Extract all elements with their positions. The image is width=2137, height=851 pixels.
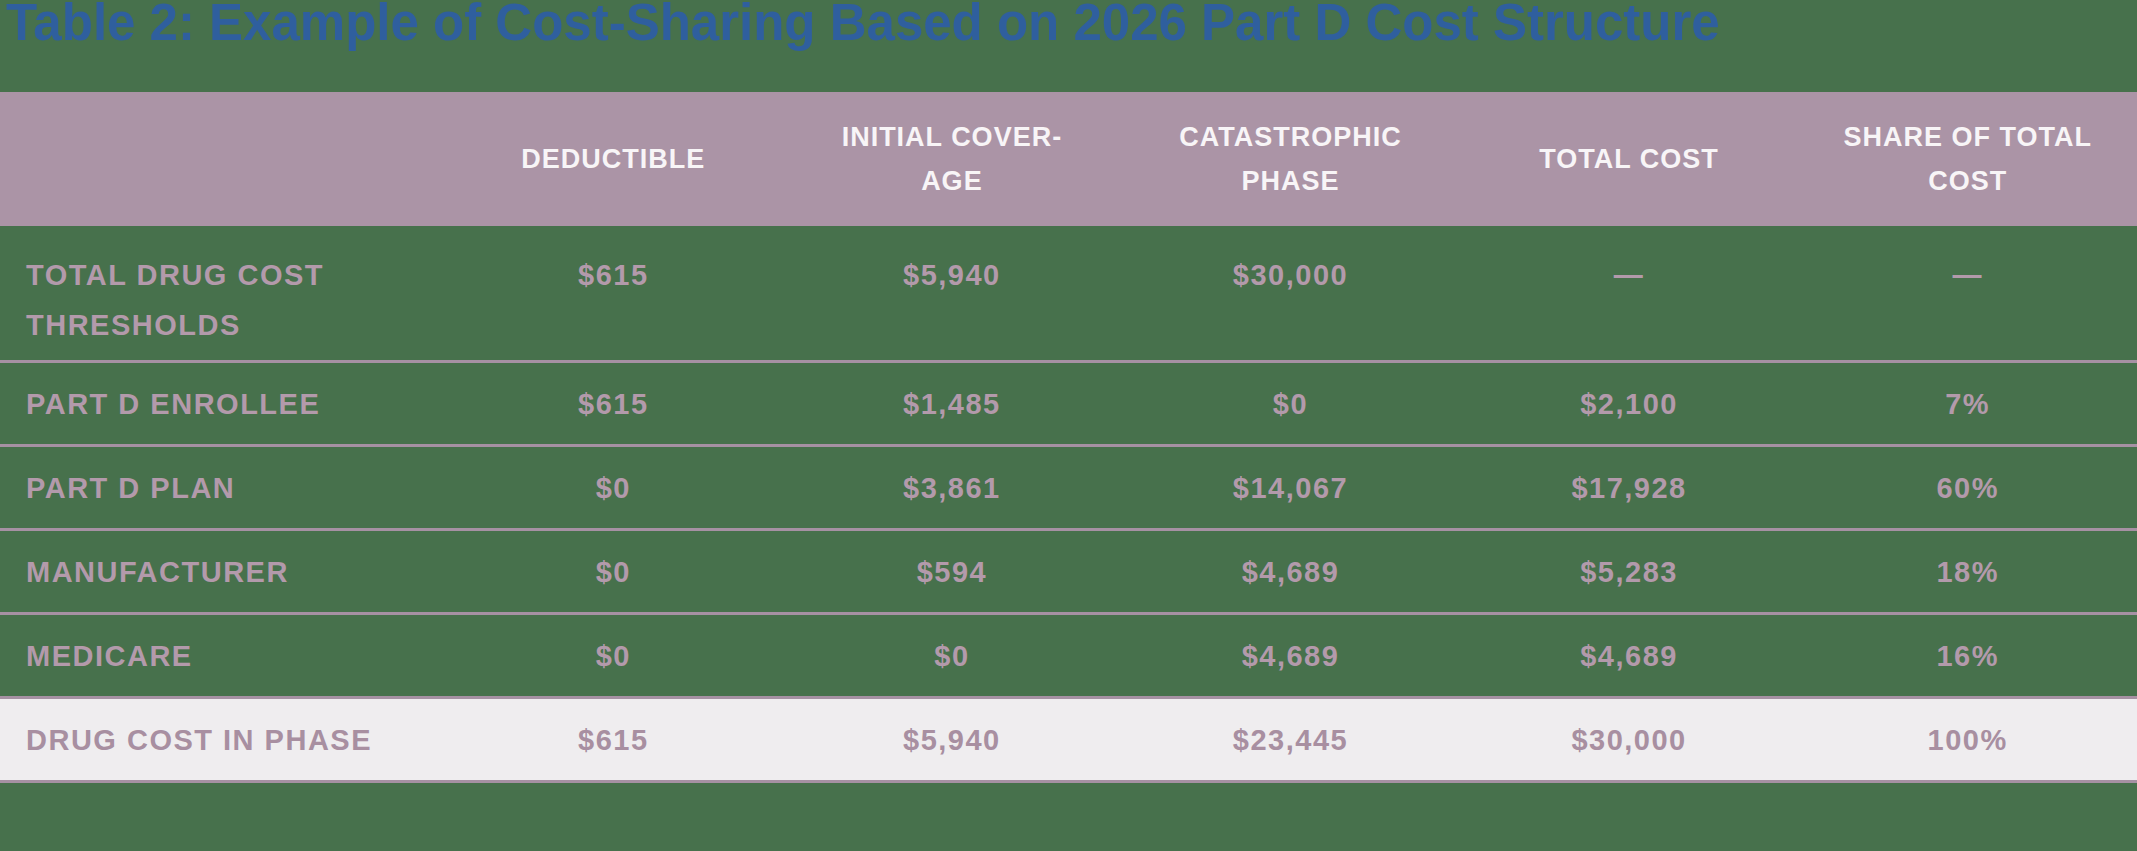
column-header-initial-coverage: INITIAL COVER- AGE xyxy=(783,115,1122,203)
cost-sharing-table: DEDUCTIBLE INITIAL COVER- AGE CATASTROPH… xyxy=(0,92,2137,783)
cell-catastrophic-phase: $4,689 xyxy=(1121,549,1460,595)
column-header-deductible: DEDUCTIBLE xyxy=(444,137,783,181)
cell-share-of-total-cost: 16% xyxy=(1798,633,2137,679)
row-label: PART D ENROLLEE xyxy=(0,381,444,427)
column-header-share-of-total-cost: SHARE OF TOTAL COST xyxy=(1798,115,2137,203)
cell-deductible: $615 xyxy=(444,717,783,763)
row-label: TOTAL DRUG COST THRESHOLDS xyxy=(0,226,444,350)
cell-share-of-total-cost: 18% xyxy=(1798,549,2137,595)
cell-total-cost: $5,283 xyxy=(1460,549,1799,595)
table-row-manufacturer: MANUFACTURER $0 $594 $4,689 $5,283 18% xyxy=(0,528,2137,612)
table-figure: Table 2: Example of Cost-Sharing Based o… xyxy=(0,0,2137,851)
table-row-part-d-enrollee: PART D ENROLLEE $615 $1,485 $0 $2,100 7% xyxy=(0,360,2137,444)
figure-title-area: Table 2: Example of Cost-Sharing Based o… xyxy=(0,0,2137,92)
cell-initial-coverage: $3,861 xyxy=(783,465,1122,511)
cell-catastrophic-phase: $4,689 xyxy=(1121,633,1460,679)
table-row-drug-cost-in-phase: DRUG COST IN PHASE $615 $5,940 $23,445 $… xyxy=(0,696,2137,780)
cell-total-cost: $4,689 xyxy=(1460,633,1799,679)
cell-share-of-total-cost: 60% xyxy=(1798,465,2137,511)
cell-initial-coverage: $594 xyxy=(783,549,1122,595)
row-label: DRUG COST IN PHASE xyxy=(0,717,444,763)
cell-initial-coverage: $5,940 xyxy=(783,717,1122,763)
cell-share-of-total-cost: 100% xyxy=(1798,717,2137,763)
cell-total-cost: $2,100 xyxy=(1460,381,1799,427)
column-header-catastrophic-phase: CATASTROPHIC PHASE xyxy=(1121,115,1460,203)
table-row-part-d-plan: PART D PLAN $0 $3,861 $14,067 $17,928 60… xyxy=(0,444,2137,528)
column-header-total-cost: TOTAL COST xyxy=(1460,137,1799,181)
cell-initial-coverage: $0 xyxy=(783,633,1122,679)
cell-deductible: $615 xyxy=(444,226,783,300)
table-header-row: DEDUCTIBLE INITIAL COVER- AGE CATASTROPH… xyxy=(0,92,2137,226)
cell-total-cost: $30,000 xyxy=(1460,717,1799,763)
table-row-medicare: MEDICARE $0 $0 $4,689 $4,689 16% xyxy=(0,612,2137,696)
cell-deductible: $0 xyxy=(444,549,783,595)
cell-initial-coverage: $1,485 xyxy=(783,381,1122,427)
cell-deductible: $0 xyxy=(444,465,783,511)
cell-catastrophic-phase: $14,067 xyxy=(1121,465,1460,511)
cell-catastrophic-phase: $30,000 xyxy=(1121,226,1460,300)
cell-deductible: $615 xyxy=(444,381,783,427)
row-label: MEDICARE xyxy=(0,633,444,679)
cell-total-cost: — xyxy=(1460,226,1799,300)
row-label: PART D PLAN xyxy=(0,465,444,511)
cell-catastrophic-phase: $23,445 xyxy=(1121,717,1460,763)
cell-deductible: $0 xyxy=(444,633,783,679)
cell-share-of-total-cost: — xyxy=(1798,226,2137,300)
cell-initial-coverage: $5,940 xyxy=(783,226,1122,300)
cell-total-cost: $17,928 xyxy=(1460,465,1799,511)
cell-share-of-total-cost: 7% xyxy=(1798,381,2137,427)
table-title: Table 2: Example of Cost-Sharing Based o… xyxy=(6,0,1720,52)
cell-catastrophic-phase: $0 xyxy=(1121,381,1460,427)
table-row-total-drug-cost-thresholds: TOTAL DRUG COST THRESHOLDS $615 $5,940 $… xyxy=(0,226,2137,360)
row-label: MANUFACTURER xyxy=(0,549,444,595)
